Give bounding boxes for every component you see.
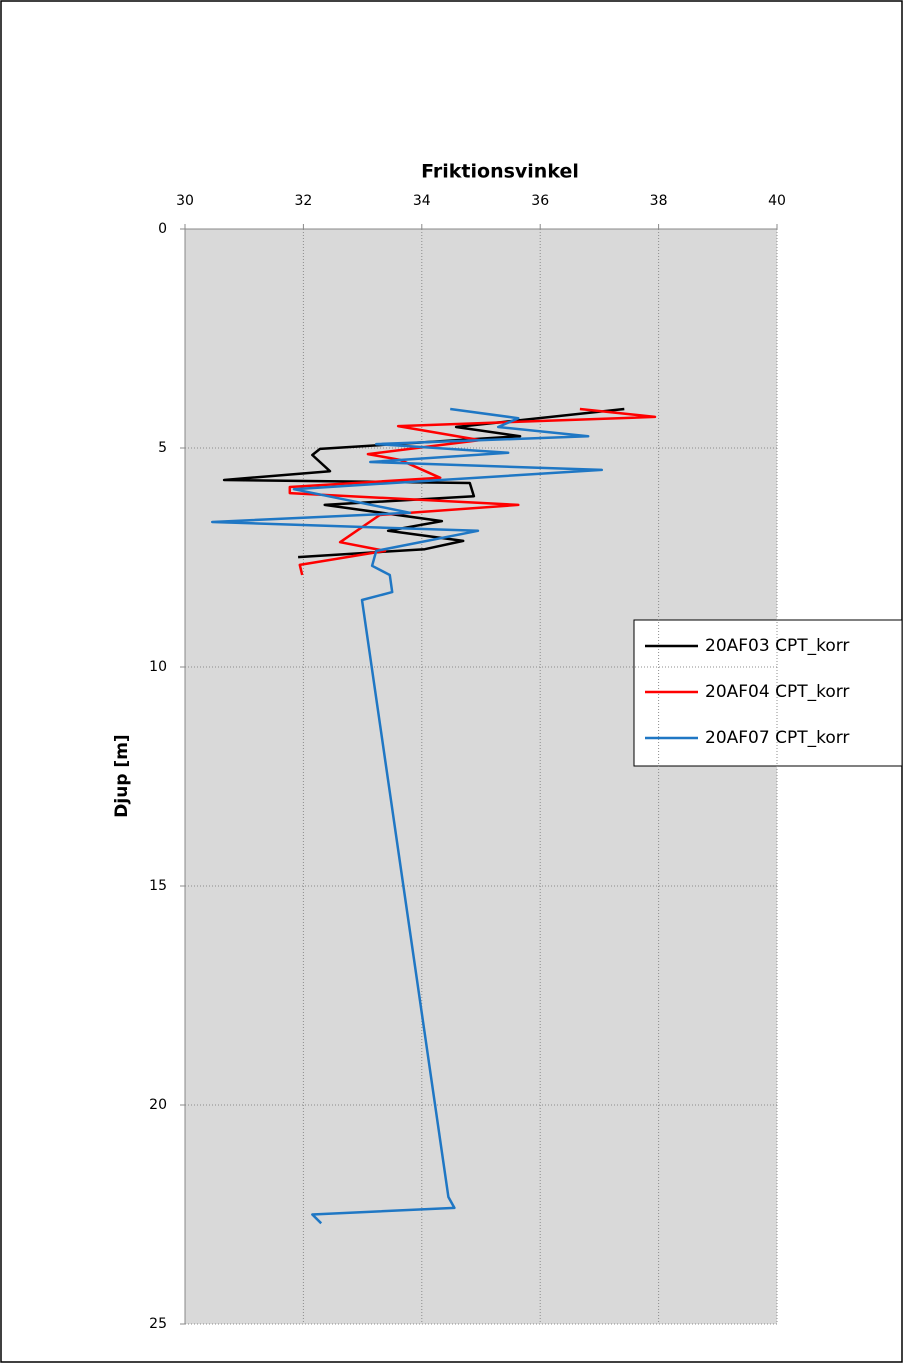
chart-title: Friktionsvinkel [421,161,579,183]
y-tick-label: 15 [149,878,167,894]
x-tick-label: 38 [650,193,668,209]
y-tick-label: 25 [149,1316,167,1332]
series-line [210,407,604,1225]
y-tick-label: 10 [149,659,167,675]
y-tick-label: 5 [158,440,167,456]
y-tick-label: 0 [158,221,167,237]
legend-label: 20AF03 CPT_korr [705,636,849,656]
x-tick-label: 36 [531,193,549,209]
x-tick-label: 34 [413,193,431,209]
plot-area [185,229,777,1324]
legend-label: 20AF07 CPT_korr [705,728,849,748]
y-axis-title: Djup [m] [112,734,132,817]
x-tick-label: 40 [768,193,786,209]
series-line [288,407,657,576]
x-tick-label: 30 [176,193,194,209]
y-tick-label: 20 [149,1097,167,1113]
legend-label: 20AF04 CPT_korr [705,682,849,702]
x-tick-label: 32 [294,193,312,209]
